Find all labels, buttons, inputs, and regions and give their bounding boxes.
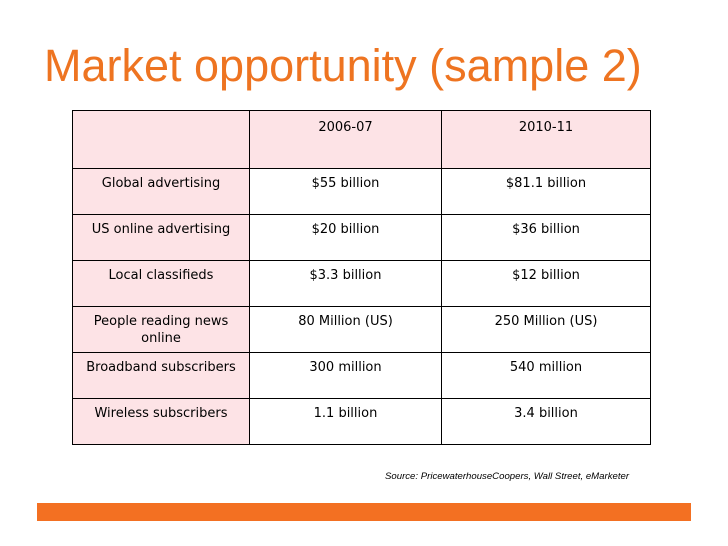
header-cell-2006-07: 2006-07 <box>249 110 442 169</box>
row-label: Global advertising <box>72 168 250 215</box>
cell-2010-11: 540 million <box>441 352 651 399</box>
cell-2010-11: $12 billion <box>441 260 651 307</box>
table-row: Global advertising $55 billion $81.1 bil… <box>72 168 651 215</box>
row-label: Wireless subscribers <box>72 398 250 445</box>
cell-2006-07: 80 Million (US) <box>249 306 442 353</box>
slide-title: Market opportunity (sample 2) <box>44 40 642 91</box>
cell-2010-11: $36 billion <box>441 214 651 261</box>
market-table: 2006-07 2010-11 Global advertising $55 b… <box>72 110 651 445</box>
table-header-row: 2006-07 2010-11 <box>72 110 651 169</box>
header-cell-2010-11: 2010-11 <box>441 110 651 169</box>
source-note: Source: PricewaterhouseCoopers, Wall Str… <box>385 471 630 482</box>
cell-2010-11: 3.4 billion <box>441 398 651 445</box>
header-cell-blank <box>72 110 250 169</box>
cell-2006-07: 1.1 billion <box>249 398 442 445</box>
table-row: US online advertising $20 billion $36 bi… <box>72 214 651 261</box>
row-label: US online advertising <box>72 214 250 261</box>
cell-2006-07: $20 billion <box>249 214 442 261</box>
cell-2006-07: $55 billion <box>249 168 442 215</box>
row-label: Broadband subscribers <box>72 352 250 399</box>
row-label: Local classifieds <box>72 260 250 307</box>
table-row: Wireless subscribers 1.1 billion 3.4 bil… <box>72 398 651 445</box>
table-row: Local classifieds $3.3 billion $12 billi… <box>72 260 651 307</box>
cell-2006-07: 300 million <box>249 352 442 399</box>
cell-2010-11: $81.1 billion <box>441 168 651 215</box>
table-row: People reading news online 80 Million (U… <box>72 306 651 353</box>
row-label: People reading news online <box>72 306 250 353</box>
cell-2010-11: 250 Million (US) <box>441 306 651 353</box>
table-row: Broadband subscribers 300 million 540 mi… <box>72 352 651 399</box>
footer-bar <box>37 503 691 521</box>
cell-2006-07: $3.3 billion <box>249 260 442 307</box>
